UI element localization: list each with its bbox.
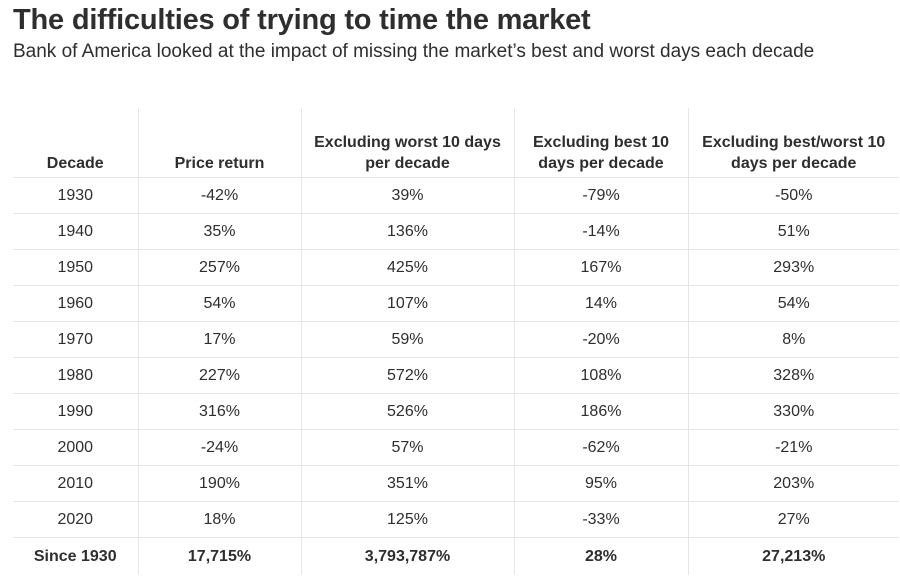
- cell-total-excluding-best-worst: 27,213%: [687, 537, 899, 575]
- cell-price-return: 316%: [137, 393, 301, 430]
- column-header-excluding-worst: Excluding worst 10 days per decade: [300, 108, 514, 178]
- cell-excluding-worst: 572%: [300, 357, 514, 394]
- cell-excluding-best: 95%: [513, 465, 688, 502]
- cell-decade: 1970: [13, 321, 138, 358]
- cell-decade: 1960: [13, 285, 138, 322]
- cell-excluding-best: -79%: [513, 177, 688, 214]
- cell-excluding-worst: 526%: [300, 393, 514, 430]
- cell-excluding-best: 108%: [513, 357, 688, 394]
- cell-excluding-worst: 425%: [300, 249, 514, 286]
- cell-excluding-best-worst: 54%: [687, 285, 899, 322]
- cell-excluding-worst: 125%: [300, 501, 514, 538]
- column-header-excluding-best: Excluding best 10 days per decade: [513, 108, 688, 178]
- table-row: 1950 257% 425% 167% 293%: [13, 249, 899, 286]
- cell-total-price-return: 17,715%: [137, 537, 301, 575]
- cell-price-return: 35%: [137, 213, 301, 250]
- table-row: 1990 316% 526% 186% 330%: [13, 393, 899, 430]
- cell-excluding-best-worst: 293%: [687, 249, 899, 286]
- cell-excluding-best: -62%: [513, 429, 688, 466]
- cell-excluding-best: 14%: [513, 285, 688, 322]
- cell-price-return: 54%: [137, 285, 301, 322]
- cell-excluding-best-worst: 51%: [687, 213, 899, 250]
- page-title: The difficulties of trying to time the m…: [13, 4, 591, 36]
- cell-excluding-best-worst: 27%: [687, 501, 899, 538]
- returns-table: Decade Price return Excluding worst 10 d…: [13, 108, 899, 575]
- cell-excluding-best-worst: -50%: [687, 177, 899, 214]
- cell-decade: 1940: [13, 213, 138, 250]
- cell-total-excluding-worst: 3,793,787%: [300, 537, 514, 575]
- cell-price-return: 227%: [137, 357, 301, 394]
- column-header-excluding-best-worst: Excluding best/worst 10 days per decade: [687, 108, 899, 178]
- total-row: Since 1930 17,715% 3,793,787% 28% 27,213…: [13, 537, 899, 575]
- table-header: Decade Price return Excluding worst 10 d…: [13, 108, 899, 178]
- cell-excluding-worst: 351%: [300, 465, 514, 502]
- cell-decade: 1980: [13, 357, 138, 394]
- table-row: 1980 227% 572% 108% 328%: [13, 357, 899, 394]
- table-body: 1930 -42% 39% -79% -50% 1940 35% 136% -1…: [13, 177, 899, 575]
- cell-excluding-worst: 39%: [300, 177, 514, 214]
- cell-decade: 1950: [13, 249, 138, 286]
- cell-price-return: -24%: [137, 429, 301, 466]
- column-header-decade: Decade: [46, 155, 104, 172]
- cell-total-label: Since 1930: [13, 537, 138, 575]
- cell-price-return: 190%: [137, 465, 301, 502]
- header-row: Decade Price return Excluding worst 10 d…: [13, 108, 899, 178]
- table-row: 1970 17% 59% -20% 8%: [13, 321, 899, 358]
- cell-excluding-worst: 136%: [300, 213, 514, 250]
- table-row: 2010 190% 351% 95% 203%: [13, 465, 899, 502]
- table-row: 1940 35% 136% -14% 51%: [13, 213, 899, 250]
- cell-excluding-best-worst: 8%: [687, 321, 899, 358]
- cell-total-excluding-best: 28%: [513, 537, 688, 575]
- cell-decade: 2000: [13, 429, 138, 466]
- cell-price-return: 17%: [137, 321, 301, 358]
- table-row: 2020 18% 125% -33% 27%: [13, 501, 899, 538]
- cell-excluding-best: -20%: [513, 321, 688, 358]
- cell-excluding-best-worst: 328%: [687, 357, 899, 394]
- cell-price-return: 18%: [137, 501, 301, 538]
- cell-excluding-worst: 107%: [300, 285, 514, 322]
- table-row: 1960 54% 107% 14% 54%: [13, 285, 899, 322]
- table-row: 2000 -24% 57% -62% -21%: [13, 429, 899, 466]
- cell-excluding-best-worst: 203%: [687, 465, 899, 502]
- column-header-price-return: Price return: [137, 108, 301, 178]
- cell-decade: 2020: [13, 501, 138, 538]
- cell-excluding-worst: 57%: [300, 429, 514, 466]
- cell-decade: 1930: [13, 177, 138, 214]
- page-subtitle: Bank of America looked at the impact of …: [13, 41, 815, 62]
- cell-decade: 1990: [13, 393, 138, 430]
- cell-decade: 2010: [13, 465, 138, 502]
- cell-price-return: -42%: [137, 177, 301, 214]
- cell-excluding-best: -14%: [513, 213, 688, 250]
- cell-price-return: 257%: [137, 249, 301, 286]
- cell-excluding-best: -33%: [513, 501, 688, 538]
- cell-excluding-best-worst: -21%: [687, 429, 899, 466]
- cell-excluding-best-worst: 330%: [687, 393, 899, 430]
- table-row: 1930 -42% 39% -79% -50%: [13, 177, 899, 214]
- cell-excluding-best: 167%: [513, 249, 688, 286]
- cell-excluding-best: 186%: [513, 393, 688, 430]
- cell-excluding-worst: 59%: [300, 321, 514, 358]
